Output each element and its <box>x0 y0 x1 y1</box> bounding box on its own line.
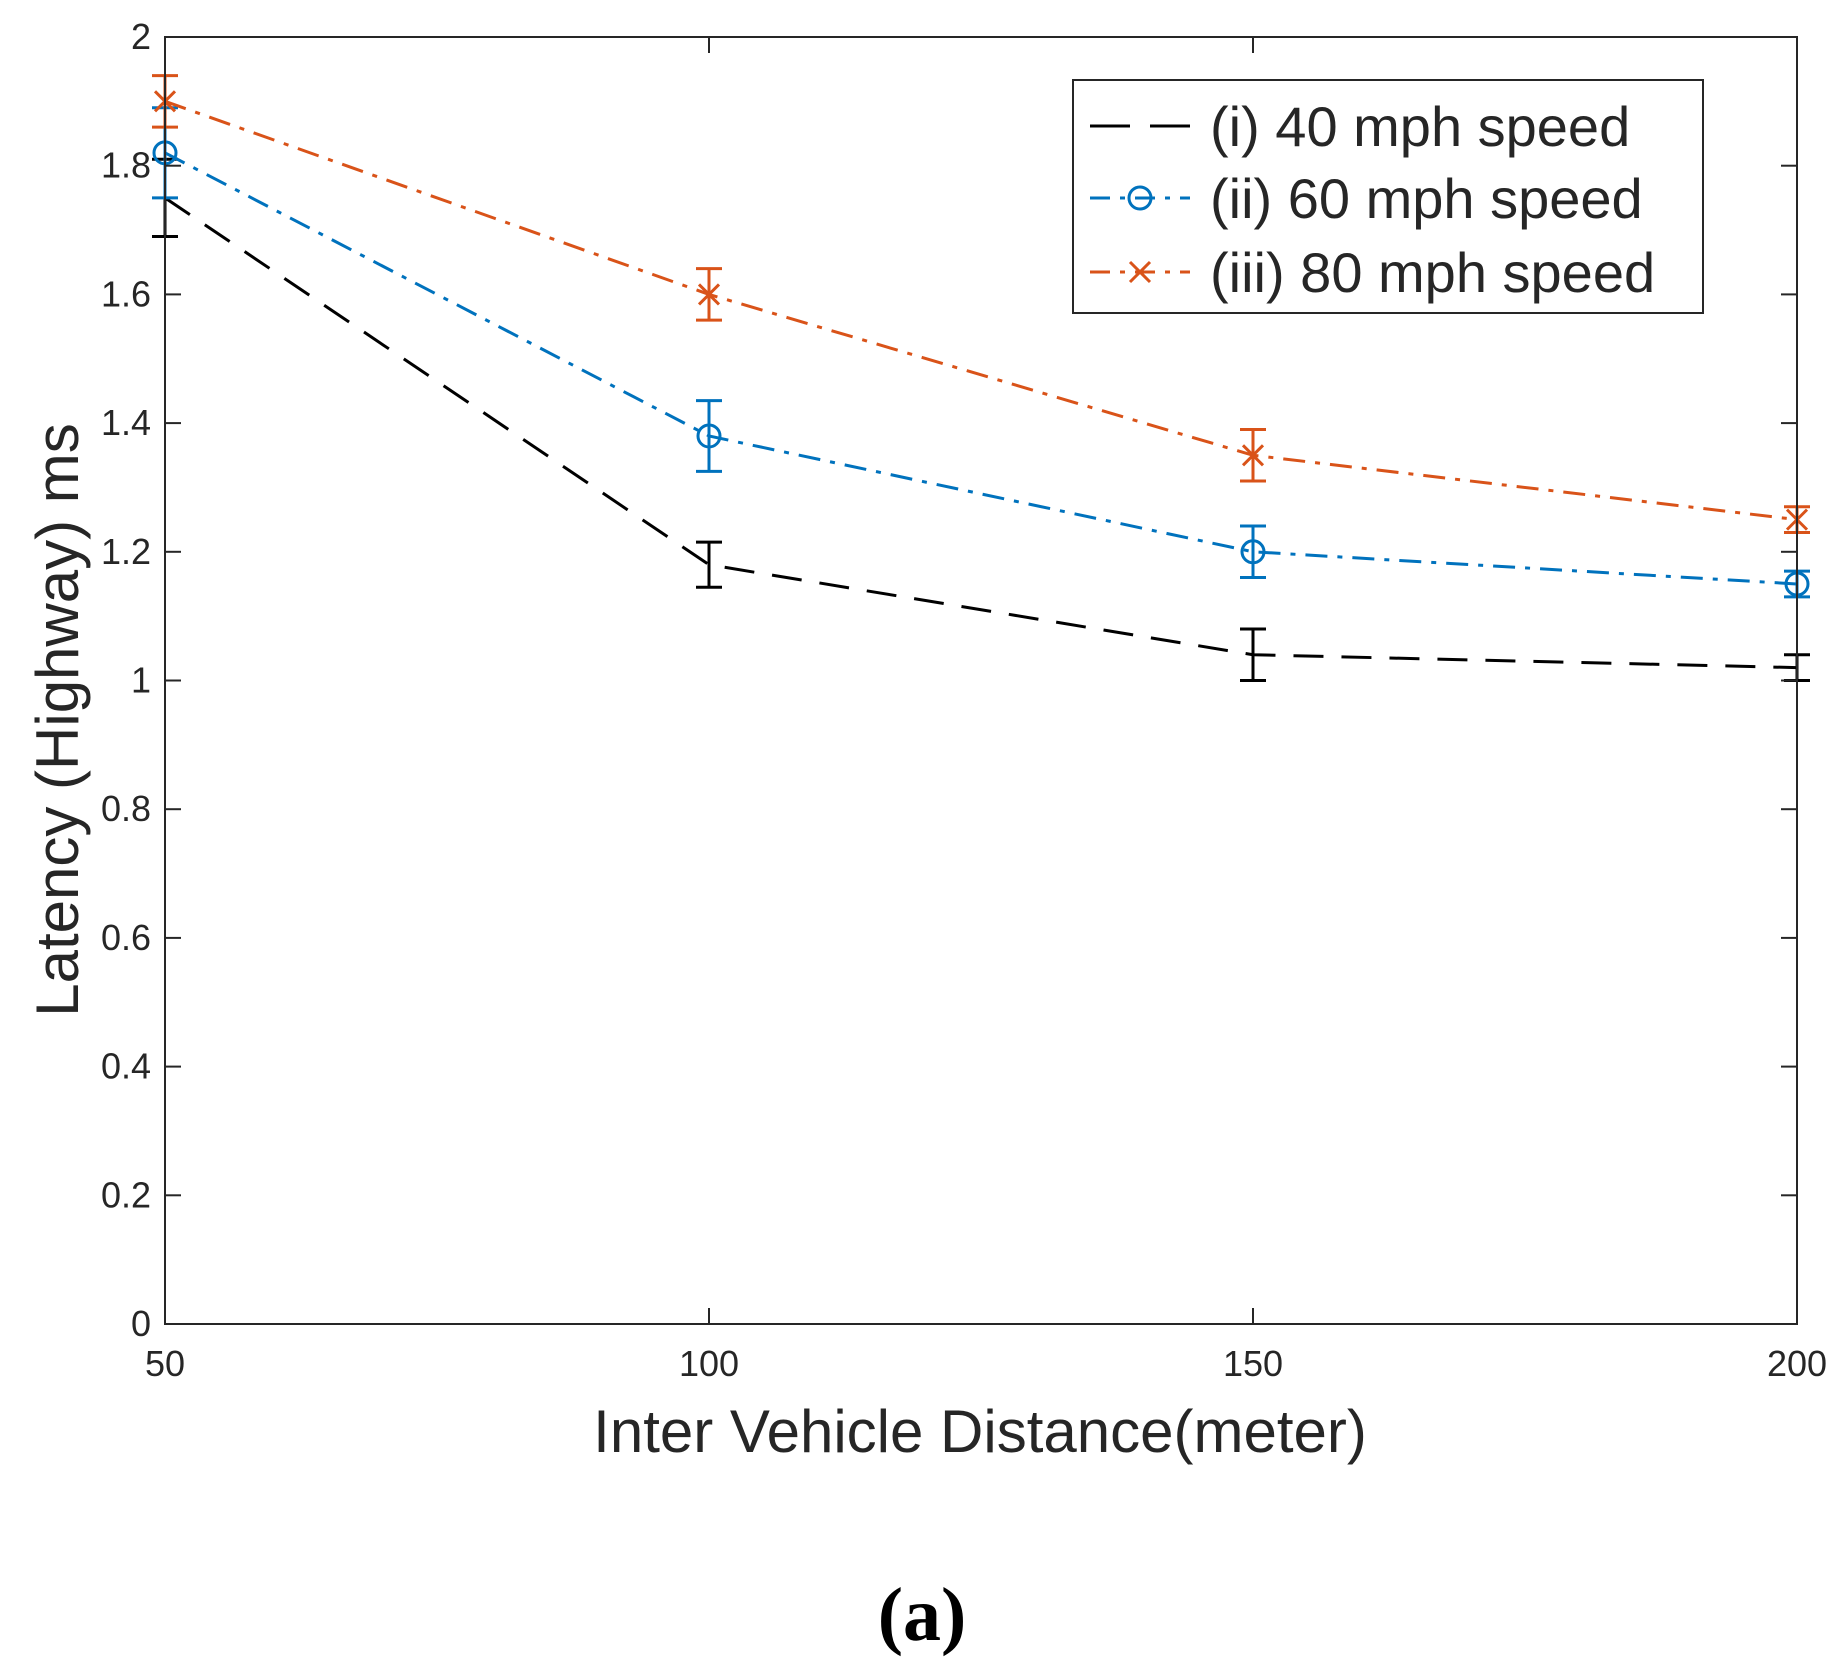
x-tick-label: 50 <box>145 1343 185 1384</box>
legend: (i) 40 mph speed (ii) 60 mph speed (iii) 8… <box>1072 79 1704 314</box>
y-tick-label: 0 <box>131 1303 151 1344</box>
y-axis-label: Latency (Highway) ms <box>24 423 91 1017</box>
figure-caption: (a) <box>878 1573 967 1657</box>
x-tick-label: 200 <box>1767 1343 1827 1384</box>
x-tick-label: 100 <box>679 1343 739 1384</box>
data-point <box>1241 444 1265 467</box>
y-tick-label: 1.4 <box>101 402 151 443</box>
error-bar <box>696 540 722 589</box>
y-tick-label: 0.4 <box>101 1046 151 1087</box>
data-point <box>1240 539 1266 565</box>
legend-label: (i) 40 mph speed <box>1210 95 1630 158</box>
x-axis-label: Inter Vehicle Distance(meter) <box>593 1398 1367 1465</box>
legend-box <box>1072 79 1704 314</box>
y-tick-label: 2 <box>131 16 151 57</box>
y-tick-label: 0.8 <box>101 788 151 829</box>
series-3 <box>152 74 1810 534</box>
axes: 50 100 150 200 0 0.2 0.4 0.6 0.8 1 1.2 1.4 1.6 1.8 2 <box>101 16 1827 1384</box>
series-line <box>164 196 1798 670</box>
legend-entry-2: (ii) 60 mph speed <box>1090 167 1643 230</box>
error-bar <box>696 399 722 473</box>
legend-label: (iii) 80 mph speed <box>1210 241 1655 304</box>
series-line <box>164 99 1798 522</box>
y-tick-label: 0.2 <box>101 1174 151 1215</box>
data-point <box>696 423 722 449</box>
y-tick-label: 1.6 <box>101 273 151 314</box>
y-tick-label: 1.2 <box>101 531 151 572</box>
error-bar <box>1240 627 1266 682</box>
y-tick-label: 1.8 <box>101 145 151 186</box>
legend-entry-1: (i) 40 mph speed <box>1090 95 1630 158</box>
y-tick-label: 0.6 <box>101 917 151 958</box>
data-point <box>697 283 721 306</box>
legend-marker <box>1127 185 1153 211</box>
legend-marker <box>1128 260 1152 284</box>
legend-entry-3: (iii) 80 mph speed <box>1090 241 1655 304</box>
error-bar <box>1240 524 1266 580</box>
y-tick-label: 1 <box>131 660 151 701</box>
legend-label: (ii) 60 mph speed <box>1210 167 1643 230</box>
x-tick-label: 150 <box>1223 1343 1283 1384</box>
